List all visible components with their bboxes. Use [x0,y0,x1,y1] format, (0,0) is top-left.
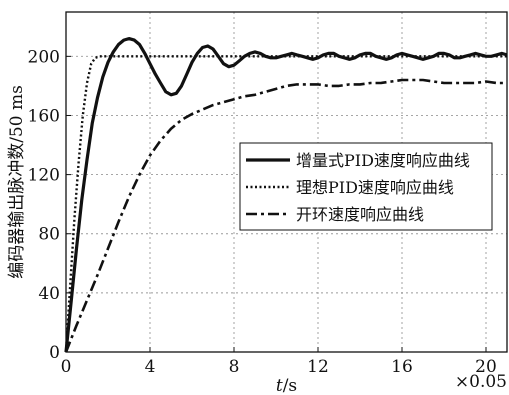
legend-label-0: 增量式PID速度响应曲线 [296,151,470,170]
x-tick-label: 16 [391,357,413,377]
y-tick-label: 80 [38,225,60,245]
x-tick-label: 12 [307,357,329,377]
plot-frame [65,11,508,353]
x-tick-label: 0 [61,357,72,377]
x-axis-title-unit: /s [283,376,297,395]
series-lines [64,37,508,353]
series-line-2 [64,78,507,353]
x-axis-title-variable: t [276,376,283,395]
x-tick-label: 4 [145,357,156,377]
x-tick-label: 20 [475,357,497,377]
x-axis-multiplier: ×0.05 [455,372,507,392]
legend-box [239,142,493,231]
y-tick-label: 0 [49,343,60,363]
x-axis-title: t/s [276,376,297,395]
legend-label-1: 理想PID速度响应曲线 [296,178,454,197]
y-tick-label: 200 [28,47,60,67]
y-tick-label: 160 [28,106,60,126]
y-axis-title: 编码器输出脉冲数/50 ms [7,85,27,279]
y-tick-label: 120 [28,166,60,186]
x-tick-label: 8 [229,357,240,377]
legend-label-2: 开环速度响应曲线 [296,205,424,224]
y-tick-label: 40 [38,284,60,304]
